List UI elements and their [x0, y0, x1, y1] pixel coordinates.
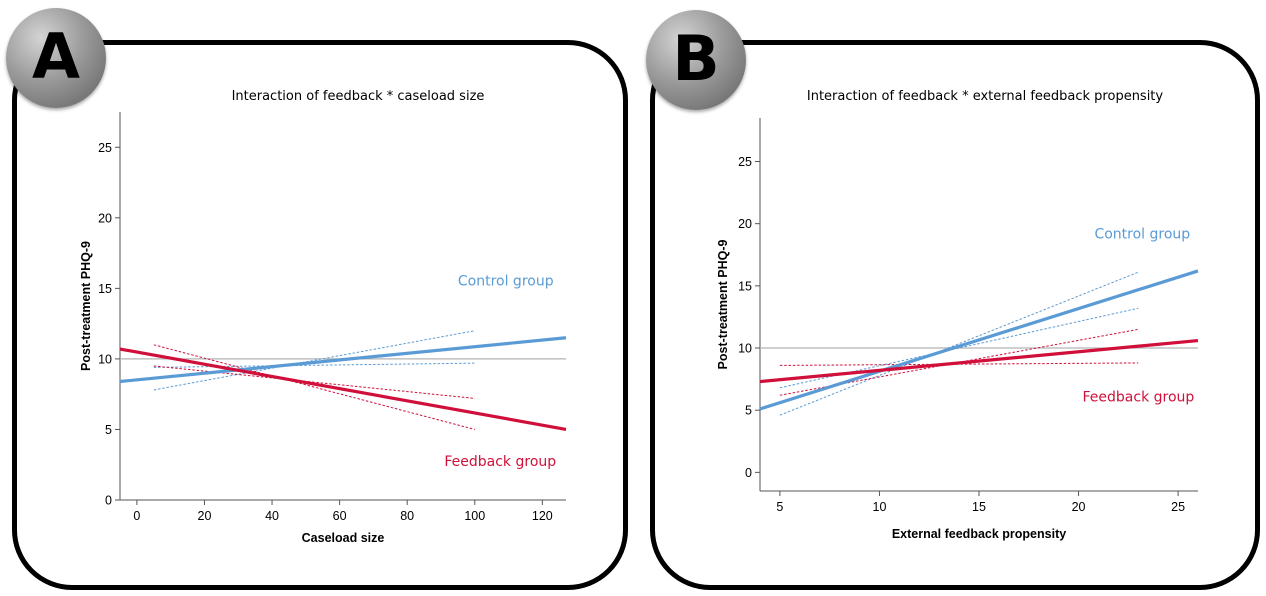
x-tick-label: 25 [1171, 500, 1185, 514]
y-tick-label: 10 [98, 352, 112, 366]
chart-title: Interaction of feedback * caseload size [232, 89, 485, 104]
x-tick-label: 20 [198, 509, 212, 523]
y-tick-label: 20 [738, 217, 752, 231]
feedback-series-line [759, 338, 1199, 384]
x-tick-label: 20 [1072, 500, 1086, 514]
y-tick-label: 0 [745, 466, 752, 480]
control-series-line [759, 269, 1199, 411]
feedback-ci-line [779, 362, 1139, 366]
panel-b-badge: B [646, 10, 746, 110]
x-axis-label: External feedback propensity [892, 527, 1066, 541]
panel-a-letter: A [32, 20, 80, 93]
panel-a-badge: A [6, 8, 106, 108]
feedback-ci-line [153, 344, 475, 430]
panel-a-frame [12, 40, 628, 590]
control-ci-line [153, 362, 475, 368]
x-axis-label: Caseload size [302, 531, 385, 545]
x-tick-label: 15 [972, 500, 986, 514]
y-tick-label: 0 [105, 494, 112, 508]
y-tick-label: 5 [105, 423, 112, 437]
y-axis-label: Post-treatment PHQ-9 [716, 240, 730, 370]
feedback-series-line [119, 347, 567, 432]
y-tick-label: 25 [738, 155, 752, 169]
control-group-label: Control group [458, 274, 554, 290]
y-tick-label: 25 [98, 141, 112, 155]
panel-b-frame [650, 40, 1260, 590]
feedback-group-label: Feedback group [1083, 389, 1195, 405]
x-tick-label: 5 [776, 500, 783, 514]
x-tick-label: 10 [873, 500, 887, 514]
control-series-line [119, 336, 567, 384]
chart-title: Interaction of feedback * external feedb… [807, 89, 1164, 104]
y-axis-label: Post-treatment PHQ-9 [79, 241, 93, 371]
panel-b-letter: B [672, 22, 720, 95]
control-ci-line [153, 330, 475, 391]
x-tick-label: 40 [265, 509, 279, 523]
x-tick-label: 60 [333, 509, 347, 523]
control-group-label: Control group [1094, 227, 1190, 243]
x-tick-label: 100 [464, 509, 485, 523]
y-tick-label: 5 [745, 404, 752, 418]
y-tick-label: 15 [738, 279, 752, 293]
y-tick-label: 15 [98, 282, 112, 296]
y-tick-label: 20 [98, 211, 112, 225]
feedback-group-label: Feedback group [444, 454, 556, 470]
x-tick-label: 0 [133, 509, 140, 523]
x-tick-label: 120 [532, 509, 553, 523]
y-tick-label: 10 [738, 342, 752, 356]
x-tick-label: 80 [400, 509, 414, 523]
